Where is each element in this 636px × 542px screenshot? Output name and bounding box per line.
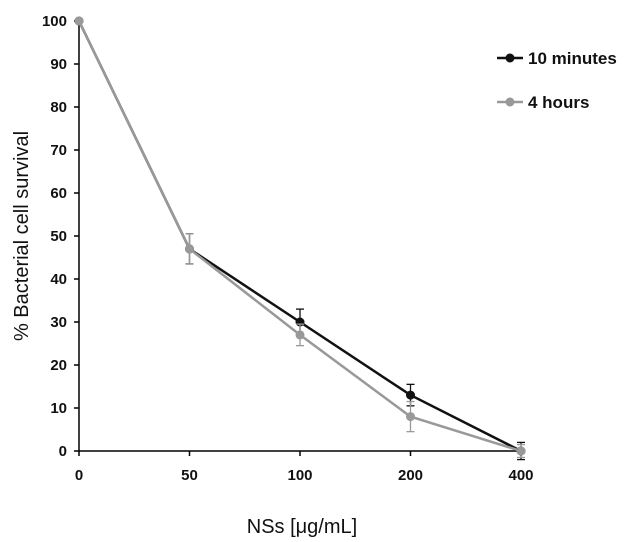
y-tick-label: 80 [50,99,67,116]
x-tick-label: 0 [75,467,83,484]
y-tick-label: 100 [42,13,67,30]
y-tick-label: 0 [59,443,67,460]
data-point [74,16,84,26]
data-point [185,244,194,254]
y-ticks: 0 10 20 30 40 50 60 70 80 90 100 [42,13,79,460]
x-tick-label: 100 [287,467,312,484]
legend-label: 4 hours [528,93,589,112]
legend-item: 10 minutes [497,49,617,68]
axes [78,21,521,452]
data-point [406,390,415,400]
x-tick-label: 50 [181,467,198,484]
series-line [77,20,522,453]
y-tick-label: 20 [50,357,67,374]
series-layer [74,16,526,461]
series-line [77,20,522,453]
legend: 10 minutes 4 hours [497,49,617,112]
series-4-hours [74,16,526,459]
x-tick-label: 400 [508,467,533,484]
y-tick-label: 30 [50,314,67,331]
y-tick-label: 40 [50,271,67,288]
legend-label: 10 minutes [528,49,617,68]
legend-item: 4 hours [497,93,589,112]
y-tick-label: 60 [50,185,67,202]
y-tick-label: 90 [50,56,67,73]
x-ticks: 0 50 100 200 400 [75,451,534,484]
series-10-minutes [74,16,526,461]
y-tick-label: 70 [50,142,67,159]
y-tick-label: 50 [50,228,67,245]
y-axis-title: % Bacterial cell survival [11,131,33,341]
data-point [295,330,305,340]
legend-swatch-marker [505,97,515,107]
y-tick-label: 10 [50,400,67,417]
legend-swatch-marker [505,53,515,63]
x-axis-title: NSs [μg/mL] [247,516,357,538]
x-tick-label: 200 [398,467,423,484]
data-point [516,446,526,456]
data-point [406,412,415,422]
